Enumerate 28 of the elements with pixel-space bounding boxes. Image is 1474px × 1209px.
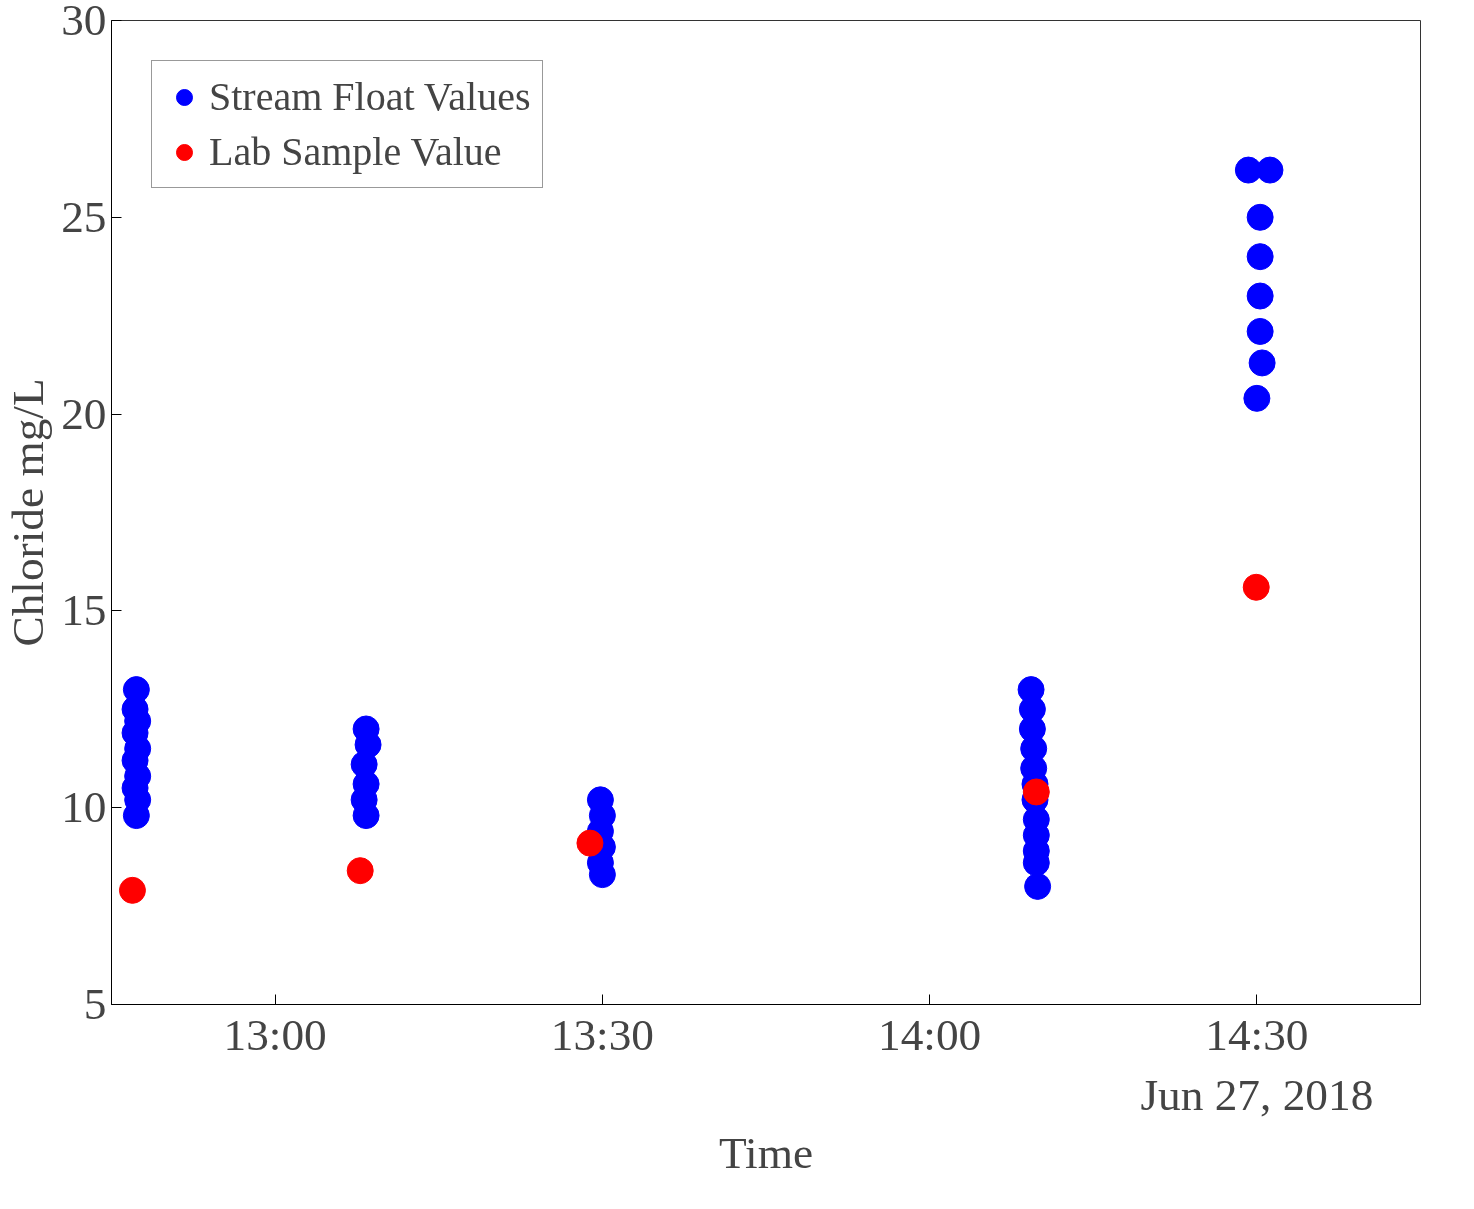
y-axis-title: Chloride mg/L	[3, 378, 54, 647]
point	[1024, 872, 1052, 900]
y-tick-label: 10	[61, 782, 107, 833]
point	[1234, 156, 1262, 184]
point	[118, 876, 146, 904]
point	[1246, 243, 1274, 271]
x-tick-label: 13:30	[550, 1009, 654, 1060]
point	[576, 829, 604, 857]
y-tick-label: 25	[61, 191, 107, 242]
point	[1256, 156, 1284, 184]
x-tick-label: 13:00	[223, 1009, 327, 1060]
y-tick-label: 20	[61, 388, 107, 439]
x-tick-label: 14:00	[878, 1009, 982, 1060]
point	[1246, 317, 1274, 345]
point	[1246, 282, 1274, 310]
legend-label: Lab Sample Value	[209, 128, 502, 175]
y-tick-label: 15	[61, 585, 107, 636]
point	[1242, 573, 1270, 601]
point	[1243, 384, 1271, 412]
x-tick-label: 14:30 Jun 27, 2018	[1140, 1009, 1374, 1120]
point	[1248, 349, 1276, 377]
y-tick-label: 30	[61, 0, 107, 45]
point	[1246, 203, 1274, 231]
legend-label: Stream Float Values	[209, 73, 531, 120]
point	[1022, 778, 1050, 806]
point	[346, 857, 374, 885]
x-axis-title: Time	[718, 1127, 814, 1178]
y-tick-label: 5	[83, 979, 107, 1029]
